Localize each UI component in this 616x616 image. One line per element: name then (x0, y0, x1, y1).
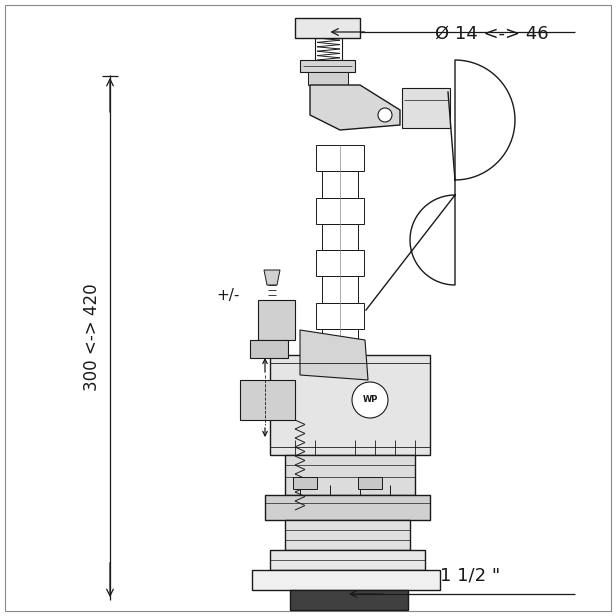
Bar (322, 224, 358, 250)
Circle shape (378, 108, 392, 122)
Bar (316, 302, 364, 329)
Circle shape (352, 382, 388, 418)
Bar (285, 455, 415, 495)
Text: +/-: +/- (216, 288, 240, 302)
Bar (358, 477, 382, 489)
Bar (293, 477, 317, 489)
Bar (316, 198, 364, 224)
Polygon shape (310, 85, 400, 130)
Bar (308, 72, 348, 85)
Text: WP: WP (362, 395, 378, 405)
Bar (250, 340, 288, 358)
Text: 300 <-> 420: 300 <-> 420 (83, 284, 101, 391)
Polygon shape (295, 18, 360, 38)
Bar (402, 88, 450, 128)
Bar (322, 276, 358, 302)
Bar (290, 590, 408, 610)
Polygon shape (264, 270, 280, 285)
Text: 1 1/2 ": 1 1/2 " (440, 567, 500, 585)
Text: Ø 14 <-> 46: Ø 14 <-> 46 (435, 25, 549, 43)
Bar (285, 520, 410, 550)
Bar (258, 300, 295, 340)
Bar (265, 495, 430, 520)
Bar (316, 145, 364, 171)
Bar (240, 380, 295, 420)
Bar (270, 355, 430, 455)
Bar (322, 329, 358, 355)
Bar (270, 550, 425, 570)
Bar (300, 60, 355, 72)
Bar (322, 171, 358, 198)
Bar (252, 570, 440, 590)
Bar (316, 250, 364, 276)
Bar (315, 38, 342, 60)
Polygon shape (300, 330, 368, 380)
